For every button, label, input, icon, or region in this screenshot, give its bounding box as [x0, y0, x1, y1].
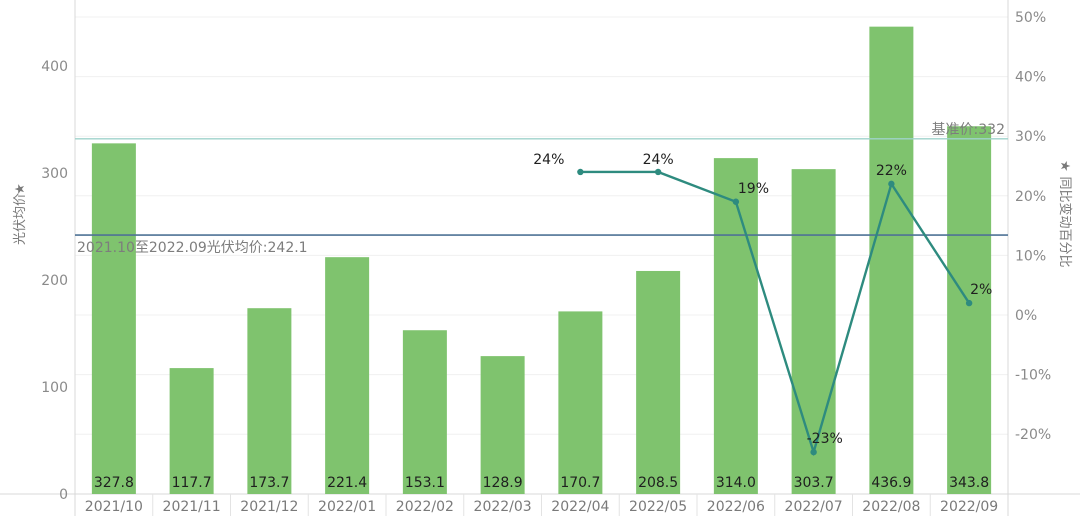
bar [247, 308, 292, 494]
bar-value-label: 303.7 [794, 475, 834, 491]
x-tick-label: 2022/07 [785, 499, 843, 515]
y-right-tick-label: 10% [1015, 248, 1046, 264]
y-right-tick-label: 0% [1015, 308, 1037, 324]
line-value-label: 22% [876, 163, 907, 179]
x-tick-label: 2022/02 [396, 499, 454, 515]
line-path [580, 170, 971, 457]
bar [169, 368, 214, 494]
bar-value-label: 221.4 [327, 475, 367, 491]
bar-value-label: 327.8 [94, 475, 134, 491]
line-value-label: 24% [533, 152, 564, 168]
line-point [732, 198, 740, 205]
x-tick-label: 2022/01 [318, 499, 376, 515]
y-left-tick-label: 300 [41, 166, 68, 182]
pin-icon: ★ [13, 183, 28, 195]
x-tick-label: 2022/04 [551, 499, 609, 515]
x-tick-label: 2021/10 [85, 499, 143, 515]
bar-value-label: 173.7 [249, 475, 289, 491]
x-tick-label: 2022/06 [707, 499, 765, 515]
bar [480, 356, 525, 494]
line-point [577, 168, 584, 176]
y-right-tick-label: 50% [1015, 10, 1046, 26]
gridlines [75, 16, 1008, 435]
bar [636, 270, 681, 494]
bar [558, 311, 603, 494]
reference-line-label: 基准价:332 [932, 121, 1005, 138]
x-tick-label: 2021/12 [240, 499, 298, 515]
x-tick-label: 2022/08 [862, 499, 920, 515]
x-tick-label: 2022/05 [629, 499, 687, 515]
line-point [888, 180, 895, 188]
axis-titles: 光伏均价★ 同比变动百分比★ [13, 160, 1073, 267]
line-point [965, 299, 973, 307]
bar-series [91, 26, 992, 495]
bar-value-label: 128.9 [483, 475, 523, 491]
line-point [810, 448, 817, 456]
bar-value-label: 436.9 [871, 475, 911, 491]
bar [325, 257, 370, 494]
y-left-tick-label: 100 [41, 380, 68, 396]
bar-value-label: 117.7 [172, 475, 212, 491]
x-tick-label: 2022/03 [474, 499, 532, 515]
bar [791, 169, 836, 494]
reference-lines: 2021.10至2022.09光伏均价:242.1 基准价:332 [75, 121, 1008, 256]
bar-value-label: 343.8 [949, 475, 989, 491]
bar [947, 126, 992, 495]
bar [869, 26, 914, 494]
x-tick-label: 2022/09 [940, 499, 998, 515]
y-right-tick-label: 30% [1015, 129, 1046, 145]
data-labels: 327.8 117.7 173.7 221.4 153.1 128.9 170.7 208.5… [94, 152, 993, 491]
reference-line-label: 2021.10至2022.09光伏均价:242.1 [77, 240, 308, 256]
line-point [654, 168, 662, 176]
y-right-tick-label: -20% [1015, 427, 1051, 443]
pin-icon: ★ [1057, 160, 1072, 172]
bar [91, 143, 136, 494]
bar [713, 158, 758, 494]
bar-value-label: 170.7 [560, 475, 600, 491]
line-value-label: -23% [807, 431, 843, 447]
line-value-label: 2% [970, 282, 992, 298]
bar-value-label: 314.0 [716, 475, 756, 491]
y-right-tick-label: 20% [1015, 189, 1046, 205]
y-right-tick-label: -10% [1015, 368, 1051, 384]
line-value-label: 24% [643, 152, 674, 168]
y-right-axis-title: 同比变动百分比 [1057, 176, 1073, 267]
bar-value-label: 208.5 [638, 475, 678, 491]
y-left-tick-label: 0 [59, 487, 68, 503]
bar [402, 330, 447, 494]
y-right-tick-label: 40% [1015, 70, 1046, 86]
y-left-tick-label: 400 [41, 59, 68, 75]
line-series [577, 168, 973, 457]
x-tick-label: 2021/11 [163, 499, 221, 515]
line-value-label: 19% [738, 181, 769, 197]
y-left-axis-title: 光伏均价 [13, 193, 28, 245]
y-left-tick-label: 200 [41, 273, 68, 289]
bar-value-label: 153.1 [405, 475, 445, 491]
